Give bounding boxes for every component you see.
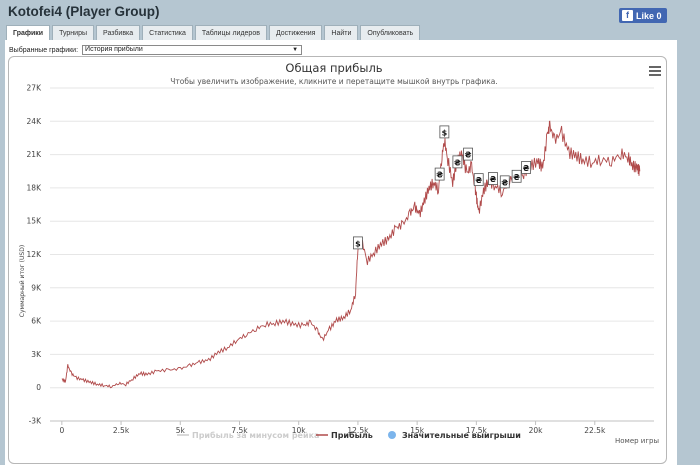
graph-selector-row: Выбранные графики: История прибыли ▼ [9, 45, 303, 55]
x-tick-label: 15k [410, 426, 425, 435]
big-win-marker[interactable]: $ [439, 125, 450, 139]
y-axis-ticks: -3K 0 3K 6K 9K 12K 15K 18K 21K 24K 27K [27, 84, 43, 426]
chart-container[interactable]: Общая прибыль Чтобы увеличить изображени… [8, 56, 667, 464]
marker-label: $ [442, 128, 448, 137]
y-tick-label: 15K [27, 217, 43, 226]
y-tick-label: 0 [36, 383, 41, 392]
y-tick-label: 3K [31, 350, 42, 359]
legend-label: Прибыль [331, 430, 373, 440]
big-win-marker[interactable]: ₴ [452, 155, 463, 169]
series-layer [61, 120, 641, 389]
y-tick-label: 21K [27, 150, 43, 159]
legend-item[interactable]: Значительные выигрыши [388, 431, 521, 440]
x-tick-label: 10k [292, 426, 307, 435]
tab-tournaments[interactable]: Турниры [52, 25, 95, 40]
x-tick-label: 0 [59, 426, 64, 435]
big-win-marker[interactable]: ₴ [434, 167, 445, 181]
chart-menu-icon[interactable] [649, 66, 661, 76]
chart-subtitle: Чтобы увеличить изображение, кликните и … [170, 77, 498, 86]
y-tick-label: 18K [27, 183, 43, 192]
tab-breakdown[interactable]: Разбивка [96, 25, 141, 40]
x-tick-label: 20k [529, 426, 544, 435]
y-tick-label: -3K [29, 417, 42, 426]
tab-graphs[interactable]: Графики [6, 25, 51, 41]
dropdown-arrow-icon: ▼ [292, 47, 299, 53]
marker-label: ₴ [436, 171, 443, 180]
big-win-marker[interactable]: ₴ [521, 161, 531, 174]
big-win-marker[interactable]: ₴ [499, 175, 510, 189]
facebook-icon: f [622, 10, 633, 21]
x-axis-ticks: 0 2.5k 5k 7.5k 10k 12.5k 15k 17.5k 20k 22.5k [59, 421, 606, 435]
big-win-marker[interactable]: ₴ [511, 169, 522, 183]
graph-selector-label: Выбранные графики: [9, 46, 79, 54]
big-win-marker[interactable]: $ [353, 236, 363, 250]
content-panel: Выбранные графики: История прибыли ▼ Общ… [5, 40, 677, 465]
legend-label: Значительные выигрыши [402, 431, 521, 440]
tab-find[interactable]: Найти [324, 25, 359, 40]
legend-item[interactable]: Прибыль [316, 430, 373, 440]
tab-bar: Графики Турниры Разбивка Статистика Табл… [6, 25, 422, 41]
big-win-marker[interactable]: ₴ [463, 147, 473, 161]
x-tick-label: 5k [176, 426, 186, 435]
marker-label: $ [355, 239, 361, 248]
series-line-profit [61, 120, 641, 389]
marker-label: ₴ [475, 176, 482, 185]
x-tick-label: 12.5k [347, 426, 369, 435]
app-title: Kotofei4 (Player Group) [8, 4, 160, 19]
x-tick-label: 22.5k [584, 426, 606, 435]
x-tick-label: 2.5k [113, 426, 130, 435]
like-label: Like 0 [636, 10, 662, 21]
legend-item[interactable]: Прибыль за минусом рейка [177, 430, 319, 440]
big-win-marker[interactable]: ₴ [473, 173, 484, 187]
graph-selector[interactable]: История прибыли ▼ [82, 45, 303, 55]
x-tick-label: 7.5k [231, 426, 248, 435]
tab-statistics[interactable]: Статистика [142, 25, 193, 40]
tab-leaderboards[interactable]: Таблицы лидеров [194, 25, 267, 40]
title-bar: Kotofei4 (Player Group) f Like 0 [0, 0, 700, 24]
marker-label: ₴ [454, 158, 461, 167]
y-tick-label: 12K [27, 250, 43, 259]
y-tick-label: 24K [27, 117, 43, 126]
chart-legend: Прибыль за минусом рейка Прибыль Значитель… [177, 430, 521, 440]
marker-label: ₴ [513, 173, 520, 182]
chart-title: Общая прибыль [285, 61, 382, 75]
x-tick-label: 17.5k [466, 426, 488, 435]
x-axis-label: Номер игры [615, 437, 659, 445]
marker-label: ₴ [523, 164, 530, 173]
marker-label: ₴ [465, 151, 472, 160]
tab-achievements[interactable]: Достижения [268, 25, 323, 40]
markers-layer: $₴$₴₴₴ ₴ ₴₴₴ [353, 125, 531, 250]
big-win-marker[interactable]: ₴ [488, 172, 498, 185]
graph-selector-value: История прибыли [85, 46, 143, 53]
y-tick-label: 9K [31, 283, 42, 292]
marker-label: ₴ [489, 175, 496, 184]
y-tick-label: 27K [27, 84, 43, 93]
facebook-like-button[interactable]: f Like 0 [619, 8, 667, 23]
marker-label: ₴ [501, 178, 508, 187]
tab-publish[interactable]: Опубликовать [360, 25, 421, 40]
y-axis-label: Суммарный итог (USD) [19, 245, 26, 317]
grid-lines [50, 87, 654, 422]
legend-label: Прибыль за минусом рейка [192, 430, 319, 440]
profit-chart[interactable]: Общая прибыль Чтобы увеличить изображени… [9, 57, 667, 464]
y-tick-label: 6K [31, 317, 42, 326]
